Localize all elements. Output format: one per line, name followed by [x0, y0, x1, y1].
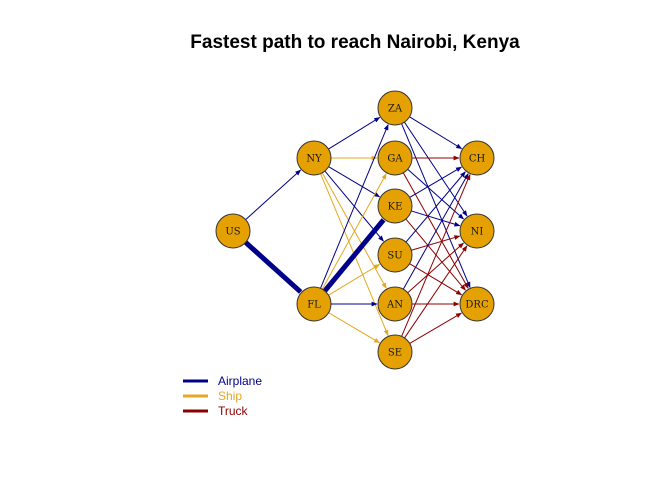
edge-su-ch [405, 171, 466, 243]
node-label: NY [306, 154, 322, 165]
node-circle [296, 140, 332, 176]
node-label: SE [388, 348, 402, 359]
node-label: GA [387, 154, 403, 165]
node-circle [459, 140, 495, 176]
edge-fl-su [328, 263, 381, 296]
legend-label: Ship [218, 389, 242, 403]
node-ga: GA [377, 140, 413, 176]
legend-item-airplane: Airplane [183, 374, 262, 388]
edge-fl-se [328, 312, 381, 344]
node-label: CH [469, 154, 486, 165]
node-label: SU [387, 251, 402, 262]
edge-se-drc [409, 312, 462, 344]
edge-su-ni [411, 235, 461, 251]
node-circle [377, 140, 413, 176]
node-label: ZA [388, 104, 403, 115]
node-fl: FL [296, 286, 332, 322]
edge-ke-ni [411, 210, 461, 227]
node-circle [215, 213, 251, 249]
node-se: SE [377, 334, 413, 370]
edge-za-drc [401, 123, 471, 288]
node-ni: NI [459, 213, 495, 249]
edge-ny-za [328, 117, 381, 150]
node-circle [377, 237, 413, 273]
node-label: AN [386, 300, 403, 311]
edge-fl-ga [321, 173, 387, 290]
legend-item-ship: Ship [183, 389, 242, 403]
node-circle [296, 286, 332, 322]
node-su: SU [377, 237, 413, 273]
node-ch: CH [459, 140, 495, 176]
node-circle [377, 188, 413, 224]
edge-us-fl [243, 240, 303, 294]
edge-se-ni [404, 245, 468, 339]
node-ke: KE [377, 188, 413, 224]
diagram-title: Fastest path to reach Nairobi, Kenya [190, 32, 520, 53]
node-label: KE [388, 202, 403, 213]
node-us: US [215, 213, 251, 249]
node-circle [377, 286, 413, 322]
node-label: FL [307, 300, 321, 311]
node-circle [459, 286, 495, 322]
legend-label: Airplane [218, 374, 262, 388]
edge-fl-ke [322, 218, 386, 293]
node-label: DRC [465, 300, 489, 311]
edges-layer [243, 116, 471, 344]
edge-za-ch [409, 116, 463, 150]
node-an: AN [377, 286, 413, 322]
node-drc: DRC [459, 286, 495, 322]
edge-za-ni [404, 121, 468, 217]
edge-an-ch [402, 173, 469, 290]
edge-us-ny [245, 169, 302, 220]
edge-ny-ke [328, 166, 381, 198]
nodes-layer: US NY FL ZA GA KE SU AN SE CH NI DRC [215, 90, 495, 370]
edge-su-drc [409, 263, 463, 296]
legend-item-truck: Truck [183, 404, 249, 418]
node-circle [459, 213, 495, 249]
legend-label: Truck [218, 404, 249, 418]
node-circle [377, 90, 413, 126]
node-ny: NY [296, 140, 332, 176]
node-label: NI [471, 227, 484, 238]
node-za: ZA [377, 90, 413, 126]
node-label: US [225, 227, 240, 238]
edge-an-ni [407, 242, 465, 294]
node-circle [377, 334, 413, 370]
edge-fl-za [320, 124, 389, 289]
edge-se-ch [401, 174, 471, 337]
edge-ke-ch [409, 166, 462, 198]
